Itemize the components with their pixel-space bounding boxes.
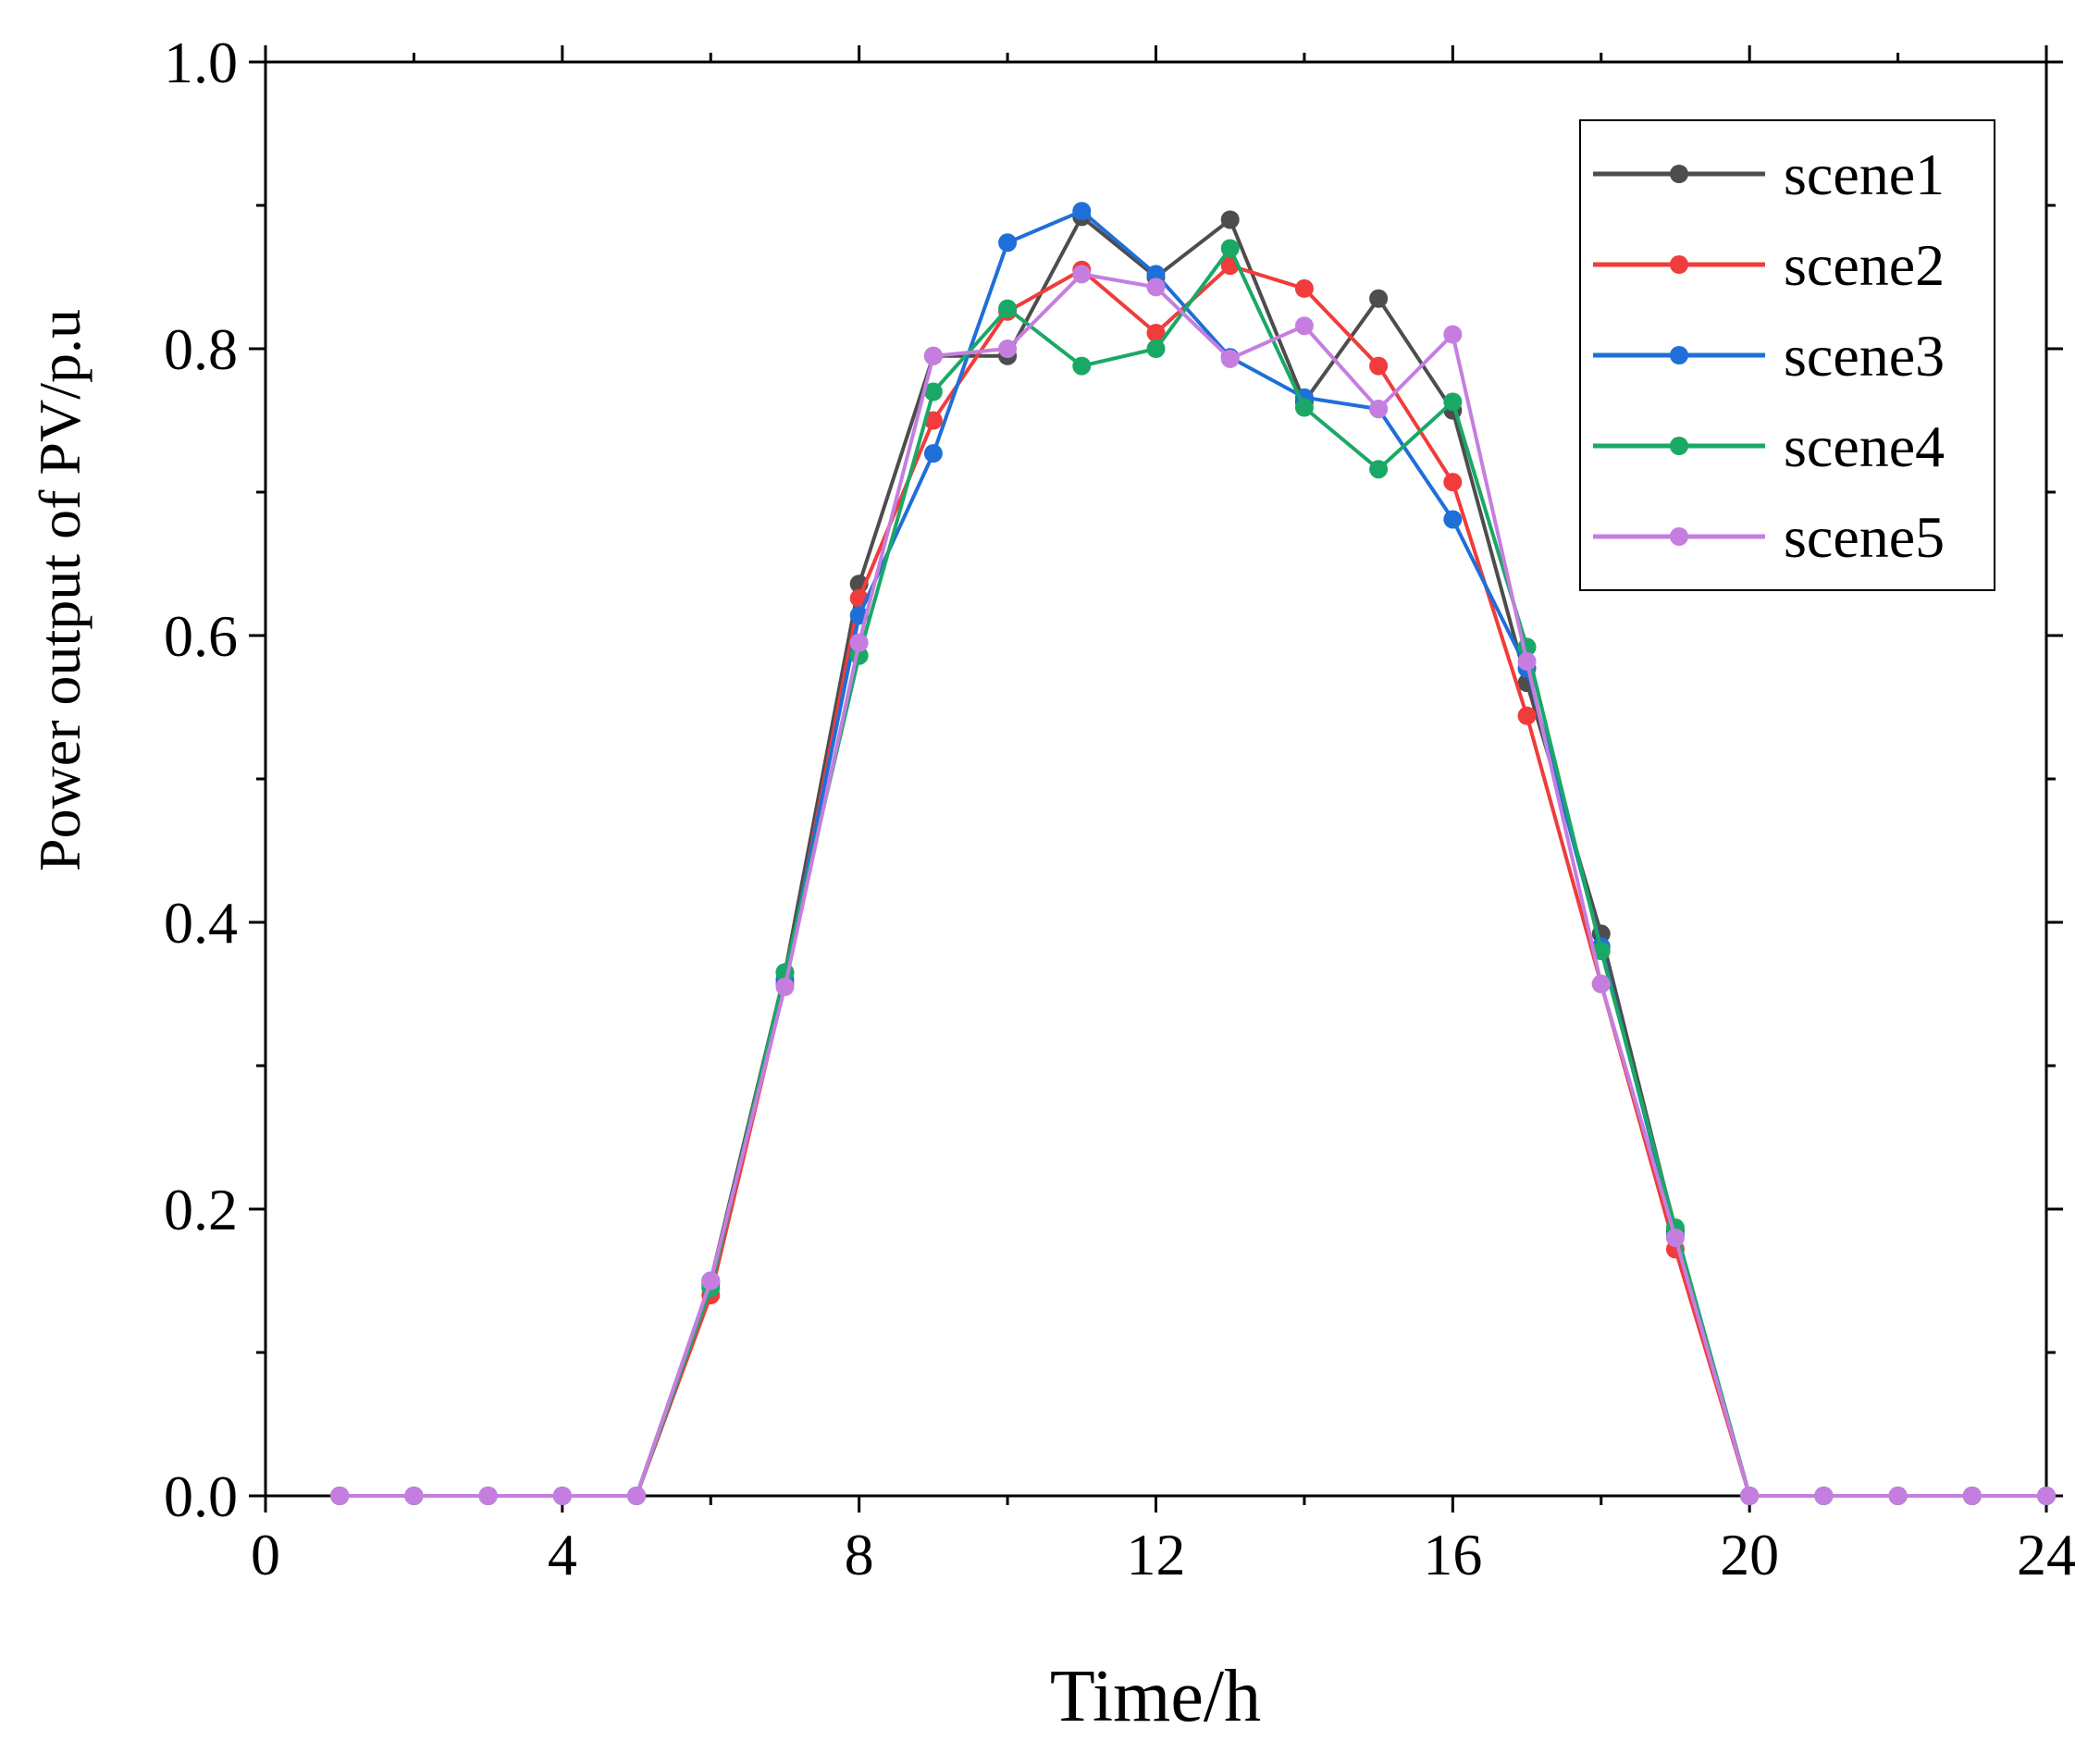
data-point-scene5: [849, 633, 869, 652]
legend-marker-scene5: [1670, 527, 1688, 546]
data-point-scene4: [1146, 340, 1166, 358]
data-point-scene3: [923, 444, 943, 463]
data-point-scene4: [923, 382, 943, 401]
x-tick-label: 8: [845, 1522, 874, 1587]
legend-item-scene3: scene3: [1593, 323, 1945, 389]
data-point-scene2: [923, 411, 943, 430]
data-point-scene5: [1369, 400, 1389, 419]
data-point-scene4: [1072, 356, 1092, 376]
legend-item-scene1: scene1: [1593, 142, 1945, 207]
y-axis-label: Power output of PV/p.u: [27, 309, 93, 871]
data-point-scene2: [1369, 356, 1389, 376]
legend-label-scene3: scene3: [1784, 323, 1945, 389]
legend-item-scene2: scene2: [1593, 232, 1945, 298]
data-point-scene5: [775, 977, 795, 996]
data-point-scene3: [998, 233, 1018, 253]
x-tick-label: 12: [1127, 1522, 1186, 1587]
x-tick-label: 0: [251, 1522, 280, 1587]
data-point-scene5: [1740, 1487, 1760, 1505]
data-point-scene1: [1220, 210, 1240, 229]
legend-label-scene1: scene1: [1784, 142, 1945, 207]
data-point-scene4: [998, 299, 1018, 318]
data-point-scene5: [701, 1271, 721, 1290]
data-point-scene5: [1443, 325, 1463, 344]
data-point-scene5: [1888, 1487, 1908, 1505]
legend: scene1 scene2 scene3 scene4 scene5: [1579, 119, 1995, 591]
data-point-scene5: [1814, 1487, 1834, 1505]
data-point-scene2: [1517, 706, 1537, 725]
data-point-scene5: [1072, 265, 1092, 284]
x-tick-label: 20: [1720, 1522, 1779, 1587]
y-tick-label: 0.8: [164, 316, 238, 382]
y-tick-label: 0.0: [164, 1463, 238, 1529]
data-point-scene2: [1146, 323, 1166, 342]
x-axis-label: Time/h: [1050, 1656, 1261, 1737]
x-tick-label: 16: [1423, 1522, 1482, 1587]
data-point-scene1: [1369, 289, 1389, 308]
axes-layer: 0 4 8 12 16 20 24 0.0 0.2 0.4 0.6 0.8 1.0: [164, 30, 2076, 1587]
data-point-scene5: [1220, 349, 1240, 368]
data-point-scene3: [1146, 265, 1166, 284]
data-point-scene4: [1443, 392, 1463, 412]
data-point-scene5: [998, 340, 1018, 358]
data-point-scene3: [1443, 510, 1463, 529]
data-point-scene5: [1517, 651, 1537, 671]
data-point-scene2: [1443, 473, 1463, 492]
data-point-scene5: [478, 1487, 498, 1505]
data-point-scene4: [1220, 239, 1240, 258]
y-tick-label: 1.0: [164, 30, 238, 95]
data-point-scene4: [1369, 460, 1389, 479]
legend-label-scene4: scene4: [1784, 414, 1945, 479]
legend-marker-scene2: [1670, 255, 1688, 274]
legend-item-scene5: scene5: [1593, 504, 1945, 570]
data-point-scene5: [923, 346, 943, 365]
x-tick-label: 4: [548, 1522, 577, 1587]
data-point-scene5: [627, 1487, 647, 1505]
data-point-scene5: [1294, 316, 1314, 336]
data-point-scene4: [1294, 398, 1314, 417]
data-point-scene5: [404, 1487, 424, 1505]
series-layer: [330, 202, 2056, 1505]
legend-item-scene4: scene4: [1593, 414, 1945, 479]
legend-marker-scene1: [1670, 165, 1688, 183]
data-point-scene5: [330, 1487, 350, 1505]
legend-marker-scene4: [1670, 437, 1688, 455]
data-point-scene5: [1591, 974, 1611, 994]
y-tick-label: 0.2: [164, 1177, 238, 1242]
legend-label-scene5: scene5: [1784, 504, 1945, 570]
data-point-scene5: [1146, 278, 1166, 297]
x-tick-label: 24: [2017, 1522, 2076, 1587]
data-point-scene5: [552, 1487, 572, 1505]
y-tick-label: 0.4: [164, 890, 238, 956]
data-point-scene5: [1962, 1487, 1982, 1505]
y-tick-label: 0.6: [164, 603, 238, 669]
data-point-scene2: [1294, 278, 1314, 298]
data-point-scene5: [1665, 1229, 1685, 1247]
data-point-scene5: [2037, 1487, 2056, 1505]
series-scene5: [330, 265, 2056, 1505]
series-line-scene5: [340, 272, 2046, 1498]
legend-marker-scene3: [1670, 346, 1688, 364]
legend-label-scene2: scene2: [1784, 232, 1945, 298]
data-point-scene3: [1072, 202, 1092, 221]
